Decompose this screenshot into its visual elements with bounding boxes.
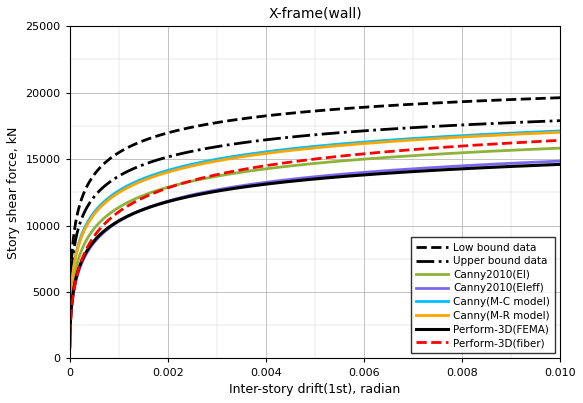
Canny(M-R model) — [557, 130, 564, 135]
Low bound data — [452, 100, 459, 104]
Upper bound data — [292, 134, 298, 139]
Upper bound data — [452, 123, 459, 128]
Line: Canny2010(EI): Canny2010(EI) — [70, 148, 560, 345]
Perform-3D(fiber) — [66, 347, 73, 351]
Perform-3D(fiber) — [292, 159, 298, 164]
Low bound data — [292, 110, 298, 115]
Canny(M-C model) — [66, 338, 73, 343]
Line: Canny(M-C model): Canny(M-C model) — [70, 131, 560, 340]
Low bound data — [543, 96, 550, 101]
Canny2010(Eleff) — [305, 175, 312, 180]
Perform-3D(FEMA) — [542, 162, 549, 167]
Upper bound data — [542, 119, 549, 124]
Canny2010(Eleff) — [91, 239, 98, 244]
Canny(M-C model) — [557, 129, 564, 133]
Canny(M-C model) — [452, 133, 459, 138]
Low bound data — [542, 96, 549, 101]
Canny2010(EI) — [452, 151, 459, 156]
Perform-3D(FEMA) — [305, 177, 312, 182]
Canny2010(Eleff) — [66, 346, 73, 351]
Canny2010(Eleff) — [292, 177, 298, 181]
Line: Canny(M-R model): Canny(M-R model) — [70, 132, 560, 341]
Low bound data — [66, 330, 73, 335]
Perform-3D(FEMA) — [91, 238, 98, 243]
Canny(M-R model) — [542, 131, 549, 135]
Canny(M-C model) — [543, 129, 550, 134]
Canny(M-R model) — [66, 339, 73, 343]
Canny2010(Eleff) — [542, 159, 549, 164]
Canny(M-C model) — [542, 129, 549, 134]
Perform-3D(FEMA) — [292, 179, 298, 183]
Perform-3D(FEMA) — [66, 345, 73, 349]
Perform-3D(fiber) — [91, 233, 98, 238]
Perform-3D(FEMA) — [557, 162, 564, 167]
Canny2010(EI) — [542, 146, 549, 151]
Perform-3D(FEMA) — [452, 167, 459, 172]
Canny2010(Eleff) — [557, 159, 564, 164]
Canny2010(Eleff) — [543, 159, 550, 164]
Perform-3D(FEMA) — [543, 162, 550, 167]
Canny2010(EI) — [91, 225, 98, 230]
Low bound data — [91, 171, 98, 176]
Canny(M-R model) — [91, 211, 98, 216]
Line: Low bound data: Low bound data — [70, 98, 560, 333]
Perform-3D(fiber) — [542, 139, 549, 143]
Upper bound data — [557, 118, 564, 123]
Line: Upper bound data: Upper bound data — [70, 120, 560, 334]
Line: Canny2010(Eleff): Canny2010(Eleff) — [70, 161, 560, 348]
X-axis label: Inter-story drift(1st), radian: Inter-story drift(1st), radian — [229, 383, 401, 396]
Low bound data — [557, 95, 564, 100]
Y-axis label: Story shear force, kN: Story shear force, kN — [7, 126, 20, 259]
Perform-3D(fiber) — [557, 138, 564, 143]
Canny(M-C model) — [91, 209, 98, 214]
Canny(M-R model) — [543, 131, 550, 135]
Perform-3D(fiber) — [305, 158, 312, 162]
Canny(M-C model) — [305, 145, 312, 150]
Perform-3D(fiber) — [543, 139, 550, 143]
Canny2010(Eleff) — [452, 164, 459, 168]
Canny2010(EI) — [66, 342, 73, 347]
Upper bound data — [305, 133, 312, 138]
Canny(M-R model) — [305, 146, 312, 151]
Legend: Low bound data, Upper bound data, Canny2010(EI), Canny2010(Eleff), Canny(M-C mod: Low bound data, Upper bound data, Canny2… — [411, 237, 555, 353]
Canny2010(EI) — [292, 163, 298, 168]
Line: Perform-3D(fiber): Perform-3D(fiber) — [70, 140, 560, 349]
Low bound data — [305, 109, 312, 114]
Canny(M-R model) — [452, 135, 459, 140]
Canny(M-C model) — [292, 146, 298, 151]
Upper bound data — [66, 332, 73, 337]
Upper bound data — [91, 193, 98, 198]
Canny2010(EI) — [543, 146, 550, 151]
Perform-3D(fiber) — [452, 144, 459, 149]
Line: Perform-3D(FEMA): Perform-3D(FEMA) — [70, 164, 560, 347]
Upper bound data — [543, 119, 550, 124]
Title: X-frame(wall): X-frame(wall) — [268, 7, 362, 21]
Canny(M-R model) — [292, 147, 298, 152]
Canny2010(EI) — [557, 146, 564, 151]
Canny2010(EI) — [305, 162, 312, 166]
